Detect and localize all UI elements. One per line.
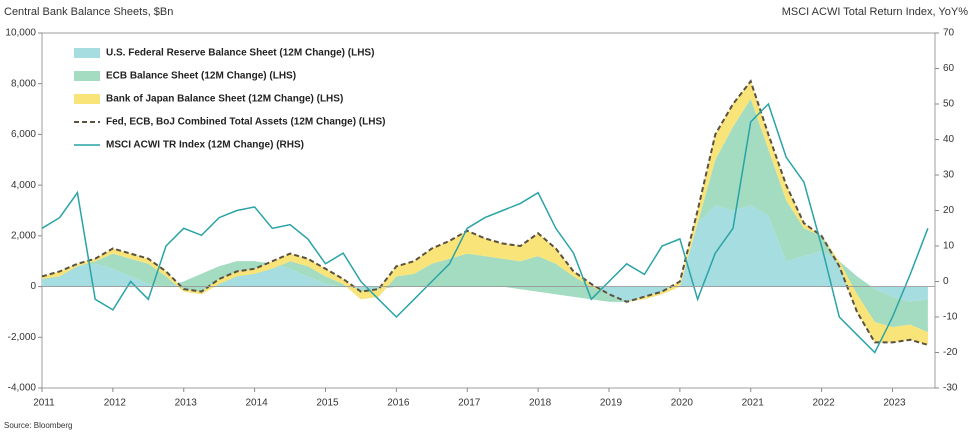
y2-tick-label: -10 (943, 312, 958, 323)
stacked-area (42, 98, 928, 333)
y-tick-label: -4,000 (8, 383, 37, 394)
y-tick-label: 10,000 (5, 28, 36, 39)
x-tick-label: 2023 (883, 398, 906, 409)
y2-tick-label: 30 (943, 170, 955, 181)
legend-label: Fed, ECB, BoJ Combined Total Assets (12M… (106, 117, 385, 128)
y2-tick-label: 60 (943, 63, 955, 74)
y2-tick-label: 70 (943, 28, 955, 39)
x-tick-label: 2016 (387, 398, 410, 409)
legend-label: MSCI ACWI TR Index (12M Change) (RHS) (106, 140, 304, 151)
x-tick-label: 2022 (812, 398, 835, 409)
legend-label: Bank of Japan Balance Sheet (12M Change)… (106, 94, 343, 105)
x-tick-label: 2018 (529, 398, 552, 409)
y-tick-label: 2,000 (11, 230, 36, 241)
right-axis-label: MSCI ACWI Total Return Index, YoY% (782, 6, 968, 18)
y2-tick-label: 10 (943, 241, 955, 252)
x-tick-label: 2013 (175, 398, 198, 409)
y-tick-label: -2,000 (8, 332, 37, 343)
y-tick-label: 6,000 (11, 129, 36, 140)
y-tick-label: 0 (30, 281, 36, 292)
x-tick-label: 2012 (104, 398, 127, 409)
y-tick-label: 8,000 (11, 78, 36, 89)
legend-swatch (74, 94, 100, 104)
legend-swatch (74, 48, 100, 58)
x-tick-label: 2019 (600, 398, 623, 409)
legend-label: U.S. Federal Reserve Balance Sheet (12M … (106, 48, 374, 59)
x-tick-label: 2014 (245, 398, 268, 409)
legend-label: ECB Balance Sheet (12M Change) (LHS) (106, 71, 296, 82)
y2-tick-label: 40 (943, 134, 955, 145)
x-tick-label: 2011 (33, 398, 55, 409)
legend-swatch (74, 71, 100, 81)
rhs-line (41, 102, 929, 354)
y2-tick-label: 50 (943, 99, 955, 110)
x-tick-label: 2021 (742, 398, 765, 409)
y2-tick-label: 20 (943, 205, 955, 216)
y2-tick-label: 0 (943, 276, 949, 287)
source: Source: Bloomberg (4, 421, 72, 430)
y2-tick-label: -30 (943, 383, 958, 394)
y-tick-label: 4,000 (11, 180, 36, 191)
x-tick-label: 2017 (458, 398, 481, 409)
x-tick-label: 2015 (316, 398, 339, 409)
left-axis-label: Central Bank Balance Sheets, $Bn (4, 6, 173, 18)
y2-tick-label: -20 (943, 347, 958, 358)
x-tick-label: 2020 (671, 398, 694, 409)
